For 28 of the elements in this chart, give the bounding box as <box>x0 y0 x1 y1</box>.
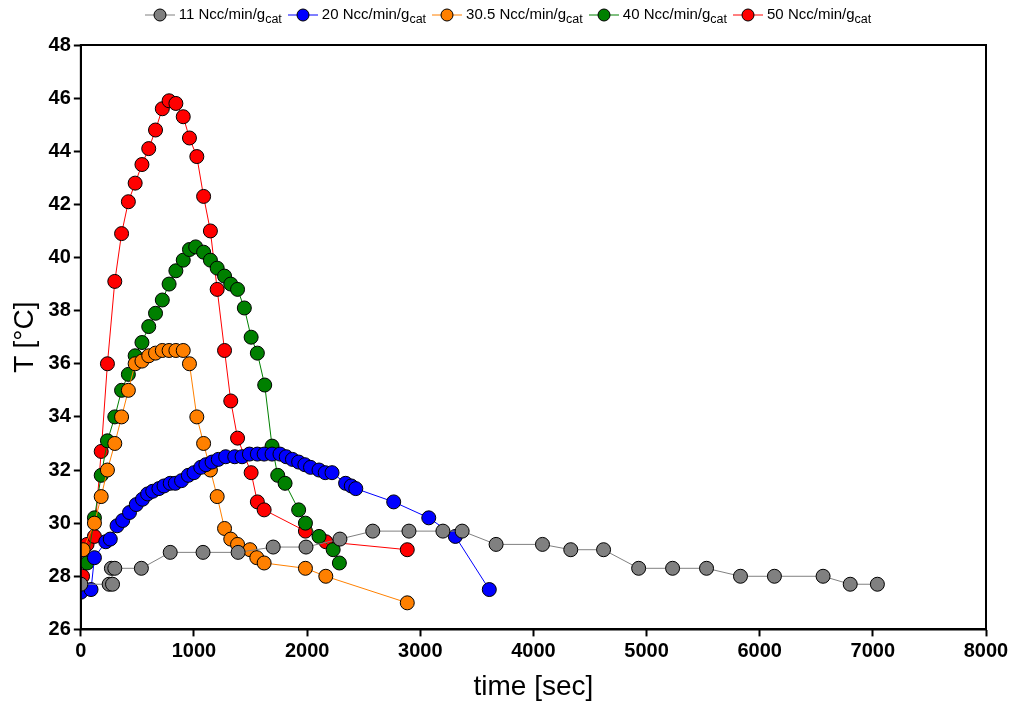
x-tick-label: 4000 <box>511 638 556 661</box>
x-tick-label: 2000 <box>284 638 330 661</box>
y-tick-label: 36 <box>48 351 71 374</box>
x-tick-label: 1000 <box>171 638 217 661</box>
y-tick-label: 40 <box>48 245 71 268</box>
y-tick-label: 44 <box>48 138 72 161</box>
y-tick-label: 38 <box>48 298 71 321</box>
x-tick-label: 5000 <box>624 638 669 661</box>
legend-label: 20 Ncc/min/g$_{cat}$ <box>321 4 427 26</box>
x-tick-label: 3000 <box>398 638 443 661</box>
legend-label: 40 Ncc/min/g$_{cat}$ <box>622 4 728 26</box>
x-axis-title: time [sec] <box>473 669 594 701</box>
y-tick-label: 48 <box>48 32 71 55</box>
y-tick-label: 32 <box>48 457 71 480</box>
legend-label: 50 Ncc/min/g$_{cat}$ <box>767 4 872 26</box>
x-tick-label: 6000 <box>737 638 782 661</box>
y-tick-label: 46 <box>48 85 71 108</box>
y-tick-label: 28 <box>48 563 71 586</box>
x-tick-label: 8000 <box>963 638 1009 661</box>
legend-label: 30.5 Ncc/min/g$_{cat}$ <box>466 4 583 26</box>
y-axis-title: T [°C] <box>7 301 39 373</box>
y-tick-label: 26 <box>48 616 71 639</box>
y-tick-label: 30 <box>48 510 71 533</box>
y-tick-label: 34 <box>48 404 72 427</box>
legend-label: 11 Ncc/min/g$_{cat}$ <box>178 4 282 26</box>
x-tick-label: 7000 <box>850 638 896 661</box>
x-tick-label: 0 <box>75 638 87 661</box>
y-tick-label: 42 <box>48 191 71 214</box>
